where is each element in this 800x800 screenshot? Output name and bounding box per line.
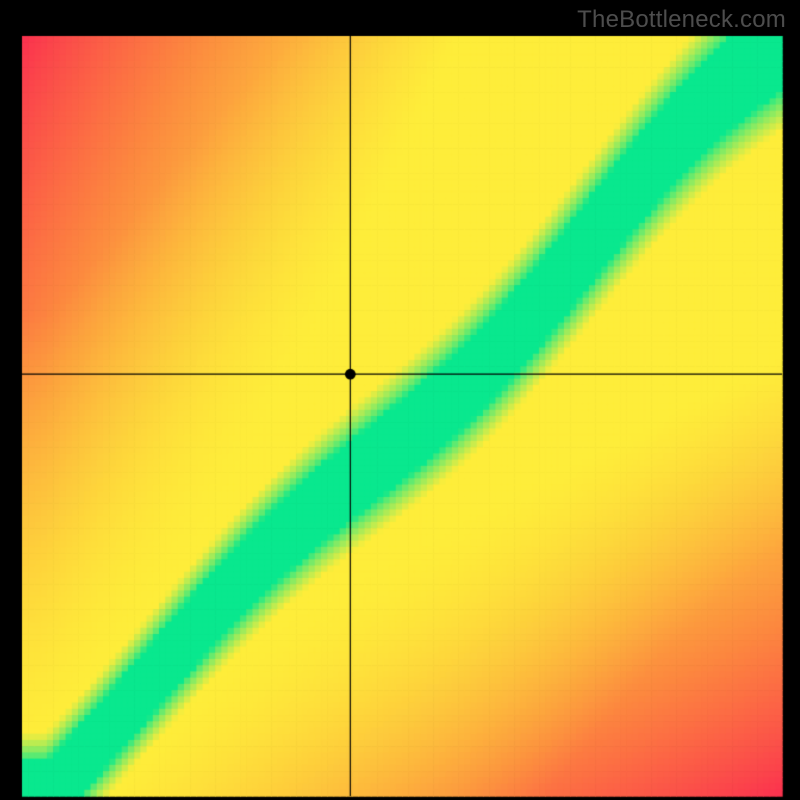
chart-container: TheBottleneck.com	[0, 0, 800, 800]
heatmap-canvas	[0, 0, 800, 800]
watermark-text: TheBottleneck.com	[577, 6, 786, 34]
